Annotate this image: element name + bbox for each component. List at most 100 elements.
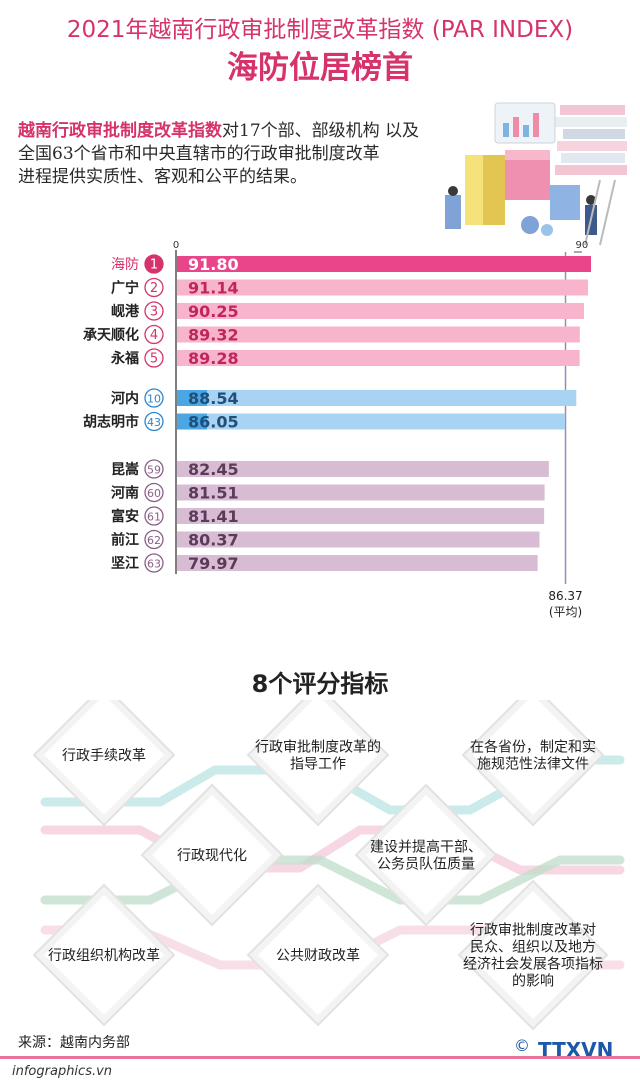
bar-row: 86.05 43 胡志明市 [83, 411, 566, 432]
criterion-text: 行政组织机构改革 [48, 948, 160, 964]
intro-highlight: 越南行政审批制度改革指数 [18, 121, 222, 141]
province-name: 昆嵩 [111, 461, 139, 478]
rank-badge [144, 301, 164, 321]
province-name: 河内 [111, 390, 139, 407]
rank-badge [144, 388, 164, 408]
bar [177, 350, 580, 366]
title-line-2: 海防位居榜首 [227, 50, 413, 86]
bar-accent [177, 413, 207, 430]
criterion-text: 公务员队伍质量 [377, 857, 475, 873]
criterion-item: 建设并提高干部、公务员队伍质量 [354, 783, 498, 927]
rank-badge [144, 459, 164, 479]
province-name: 富安 [111, 508, 139, 525]
province-name: 岘港 [111, 303, 140, 320]
rank-badge [144, 254, 164, 274]
rank-number: 60 [147, 487, 161, 500]
ranking-bar-chart: 0 90 86.37 (平均) 91.80 1 海防 91.14 2 广宁 90.25 3 岘港 89.3… [83, 240, 591, 619]
bar-row: 81.41 61 富安 [111, 506, 545, 526]
bar [177, 326, 580, 343]
province-name: 海防 [111, 257, 139, 273]
rank-badge [144, 529, 164, 550]
bar-value-label: 80.37 [188, 531, 239, 550]
bar-value-label: 91.80 [188, 255, 239, 274]
criterion-diamond-inner [44, 700, 164, 815]
rank-number: 3 [150, 305, 158, 320]
criterion-diamond-inner [469, 891, 597, 1019]
criterion-text: 公共财政改革 [276, 948, 360, 964]
bar [177, 413, 566, 430]
criterion-text: 指导工作 [290, 757, 346, 773]
bar-accent [177, 390, 207, 406]
criteria-heading: 8个评分指标 [251, 670, 389, 698]
province-name: 胡志明市 [83, 414, 139, 431]
bar-value-label: 79.97 [188, 554, 239, 573]
criterion-item: 行政现代化 [140, 783, 284, 927]
bar-row: 81.51 60 河南 [111, 482, 545, 503]
rank-number: 59 [147, 464, 161, 477]
rank-number: 43 [147, 416, 161, 429]
criterion-text: 建设并提高干部、 [370, 839, 482, 856]
intro-text: 越南行政审批制度改革指数对17个部、部级机构 以及 全国63个省市和中央直辖市的… [18, 120, 448, 189]
province-name: 承天顺化 [83, 327, 139, 344]
bar-row: 89.32 4 承天顺化 [83, 324, 580, 345]
bar-value-label: 86.05 [188, 413, 239, 432]
rank-number: 61 [147, 511, 161, 524]
bar-row: 80.37 62 前江 [111, 529, 540, 550]
axis-tick-0: 0 [173, 240, 179, 251]
criterion-item: 行政手续改革 [32, 700, 176, 827]
bar-value-label: 81.41 [188, 507, 239, 526]
criterion-diamond-inner [152, 795, 272, 915]
bar [177, 484, 545, 501]
province-name: 坚江 [111, 555, 139, 572]
criterion-diamond-inner [258, 895, 378, 1015]
criterion-text: 民众、组织以及地方 [470, 940, 596, 956]
criterion-text: 在各省份，制定和实 [470, 740, 596, 756]
rank-number: 62 [147, 534, 161, 547]
bar [177, 508, 545, 524]
bar [177, 279, 589, 296]
ribbon [40, 855, 625, 905]
rank-badge [144, 411, 164, 432]
bar-row: 79.97 63 坚江 [111, 553, 538, 573]
criterion-text: 施规范性法律文件 [477, 756, 589, 773]
province-name: 广宁 [111, 280, 139, 297]
rank-number: 4 [150, 328, 158, 343]
axis-tick-90: 90 [576, 240, 589, 251]
rank-badge [144, 506, 164, 526]
intro-line-2: 全国63个省市和中央直辖市的行政审批制度改革 [18, 144, 380, 164]
bar-row: 82.45 59 昆嵩 [111, 459, 549, 479]
rank-badge [144, 324, 164, 345]
bar-row: 91.14 2 广宁 [111, 277, 589, 298]
bar-value-label: 89.28 [188, 349, 239, 368]
rank-number: 1 [150, 258, 158, 273]
province-name: 永福 [110, 350, 139, 367]
rank-number: 63 [147, 558, 161, 571]
bar-value-label: 88.54 [188, 389, 239, 408]
bar [177, 461, 549, 477]
bar-value-label: 82.45 [188, 460, 239, 479]
bar-value-label: 91.14 [188, 279, 239, 298]
bar-value-label: 89.32 [188, 326, 239, 345]
criterion-text: 行政手续改革 [62, 747, 146, 764]
bar [177, 256, 591, 272]
rank-badge [144, 553, 164, 573]
rank-badge [144, 277, 164, 298]
average-note: (平均) [549, 605, 582, 619]
bar-row: 90.25 3 岘港 [111, 301, 585, 321]
criterion-item: 公共财政改革 [246, 883, 390, 1027]
province-name: 河南 [111, 485, 139, 502]
bar [177, 531, 540, 548]
bar [177, 303, 585, 319]
intro-line-3: 进程提供实质性、客观和公平的结果。 [18, 167, 307, 187]
ribbon [40, 825, 625, 875]
rank-badge [144, 482, 164, 503]
criterion-text: 行政审批制度改革的 [255, 740, 381, 756]
bar-row: 91.80 1 海防 [111, 254, 591, 274]
criterion-diamond-inner [44, 895, 164, 1015]
criterion-diamond-inner [258, 700, 378, 815]
bar-value-label: 81.51 [188, 484, 239, 503]
site-link[interactable]: infographics.vn [12, 1064, 113, 1079]
